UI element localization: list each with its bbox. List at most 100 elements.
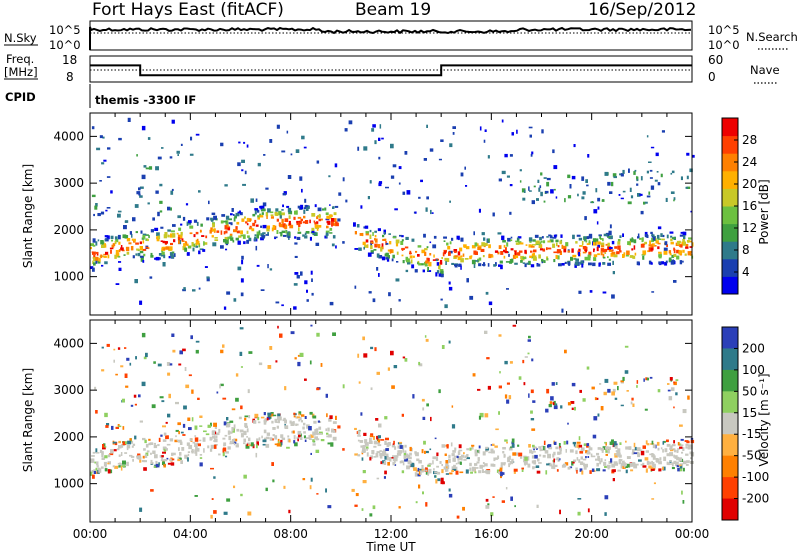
echo-pixel [288,509,291,514]
echo-pixel [630,469,634,472]
echo-pixel [403,453,406,456]
echo-pixel [668,396,673,401]
echo-pixel [493,457,496,462]
echo-pixel [155,460,158,464]
echo-pixel [658,261,662,265]
echo-pixel [161,249,164,253]
echo-pixel [199,248,204,251]
echo-pixel [501,500,505,503]
echo-pixel [265,436,270,440]
echo-pixel [91,126,95,130]
echo-pixel [500,471,503,477]
echo-pixel [685,453,689,456]
echo-pixel [312,431,316,436]
echo-pixel [162,425,166,428]
echo-pixel [617,245,621,250]
echo-pixel [498,385,502,389]
echo-pixel [250,198,254,203]
echo-pixel [277,441,280,445]
echo-pixel [546,181,550,187]
echo-pixel [400,240,404,245]
echo-pixel [369,455,373,459]
echo-pixel [104,239,107,241]
echo-pixel [357,435,361,437]
echo-pixel [646,377,649,381]
echo-pixel [590,453,593,458]
echo-pixel [673,440,675,444]
echo-pixel [357,353,360,358]
echo-pixel [418,196,421,199]
echo-pixel [561,308,564,313]
echo-pixel [103,253,107,256]
echo-pixel [191,389,194,394]
echo-pixel [110,190,113,194]
echo-pixel [492,212,495,217]
echo-pixel [137,456,142,460]
echo-pixel [420,470,422,475]
echo-pixel [546,247,548,251]
echo-pixel [262,443,266,446]
echo-pixel [505,487,508,490]
echo-pixel [675,379,679,382]
echo-pixel [104,455,108,459]
echo-pixel [465,469,469,474]
echo-pixel [414,472,418,477]
echo-pixel [101,457,105,460]
echo-pixel [477,246,482,251]
echo-pixel [392,461,395,466]
echo-pixel [622,254,625,258]
echo-pixel [186,221,189,226]
echo-pixel [620,464,623,469]
echo-pixel [434,471,439,474]
echo-pixel [451,262,454,265]
echo-pixel [103,461,107,467]
echo-pixel [503,255,506,259]
echo-pixel [248,437,251,442]
echo-pixel [623,466,626,469]
echo-pixel [223,231,226,235]
echo-pixel [95,448,98,453]
echo-pixel [439,461,442,464]
echo-pixel [679,446,683,449]
echo-pixel [272,414,277,417]
echo-pixel [145,352,148,358]
echo-pixel [150,252,153,258]
echo-pixel [460,172,464,177]
echo-pixel [395,455,399,458]
echo-pixel [198,250,201,255]
echo-pixel [370,241,373,246]
echo-pixel [135,253,138,256]
echo-pixel [162,262,166,267]
echo-pixel [265,187,269,190]
echo-pixel [602,291,607,294]
echo-pixel [610,458,613,463]
echo-pixel [660,233,663,237]
echo-pixel [275,421,279,423]
echo-pixel [420,470,424,473]
echo-pixel [240,366,243,368]
echo-pixel [618,194,621,196]
echo-pixel [649,376,653,379]
echo-pixel [655,152,659,157]
echo-pixel [500,464,503,469]
echo-pixel [530,246,535,248]
echo-pixel [293,216,296,220]
echo-pixel [261,235,265,239]
echo-pixel [134,279,138,284]
echo-pixel [532,466,535,470]
echo-pixel [598,234,602,237]
echo-pixel [262,224,267,229]
echo-pixel [593,416,598,421]
echo-pixel [600,248,605,253]
echo-pixel [401,247,405,250]
echo-pixel [119,463,122,467]
echo-pixel [443,249,447,253]
echo-pixel [144,439,147,444]
echo-pixel [451,469,454,472]
echo-pixel [553,458,555,463]
echo-pixel [129,231,132,235]
echo-pixel [218,453,221,456]
echo-pixel [567,261,571,265]
echo-pixel [569,449,574,453]
